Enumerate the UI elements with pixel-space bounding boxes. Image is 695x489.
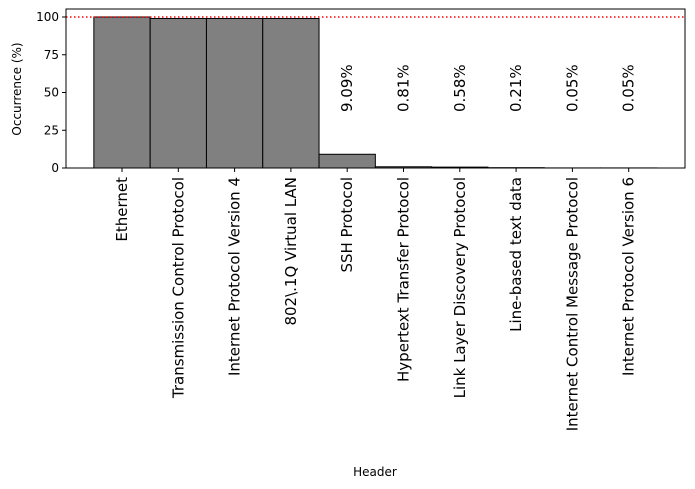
value-label: 0.05%	[563, 64, 581, 112]
x-tick-label: Link Layer Discovery Protocol	[451, 177, 469, 398]
bar	[318, 153, 376, 169]
x-tick-label: Line-based text data	[507, 177, 525, 332]
y-tick-label: 100	[36, 10, 59, 24]
value-label: 0.05%	[620, 64, 638, 112]
x-tick-label: 802\.1Q Virtual LAN	[282, 177, 300, 326]
value-label: 9.09%	[338, 64, 356, 112]
x-axis-label: Header	[353, 465, 397, 479]
y-tick-label: 25	[44, 123, 59, 137]
y-tick-label: 0	[51, 161, 59, 175]
x-tick-label: Internet Protocol Version 4	[226, 177, 244, 376]
value-label: 0.58%	[451, 64, 469, 112]
bar	[93, 16, 151, 169]
x-tick-label: SSH Protocol	[338, 177, 356, 273]
y-axis-label: Occurrence (%)	[10, 42, 24, 135]
bar	[262, 18, 320, 169]
y-tick-label: 75	[44, 48, 59, 62]
value-label: 0.21%	[507, 64, 525, 112]
x-tick-label: Internet Control Message Protocol	[563, 177, 581, 431]
x-tick-label: Internet Protocol Version 6	[620, 177, 638, 376]
y-tick-label: 50	[44, 86, 59, 100]
x-tick-label: Hypertext Transfer Protocol	[395, 177, 413, 382]
bar	[149, 18, 207, 169]
x-tick-label: Ethernet	[113, 177, 131, 242]
x-tick-label: Transmission Control Protocol	[169, 177, 187, 399]
plot-frame	[65, 8, 686, 169]
value-label: 0.81%	[395, 64, 413, 112]
bar	[205, 18, 264, 169]
